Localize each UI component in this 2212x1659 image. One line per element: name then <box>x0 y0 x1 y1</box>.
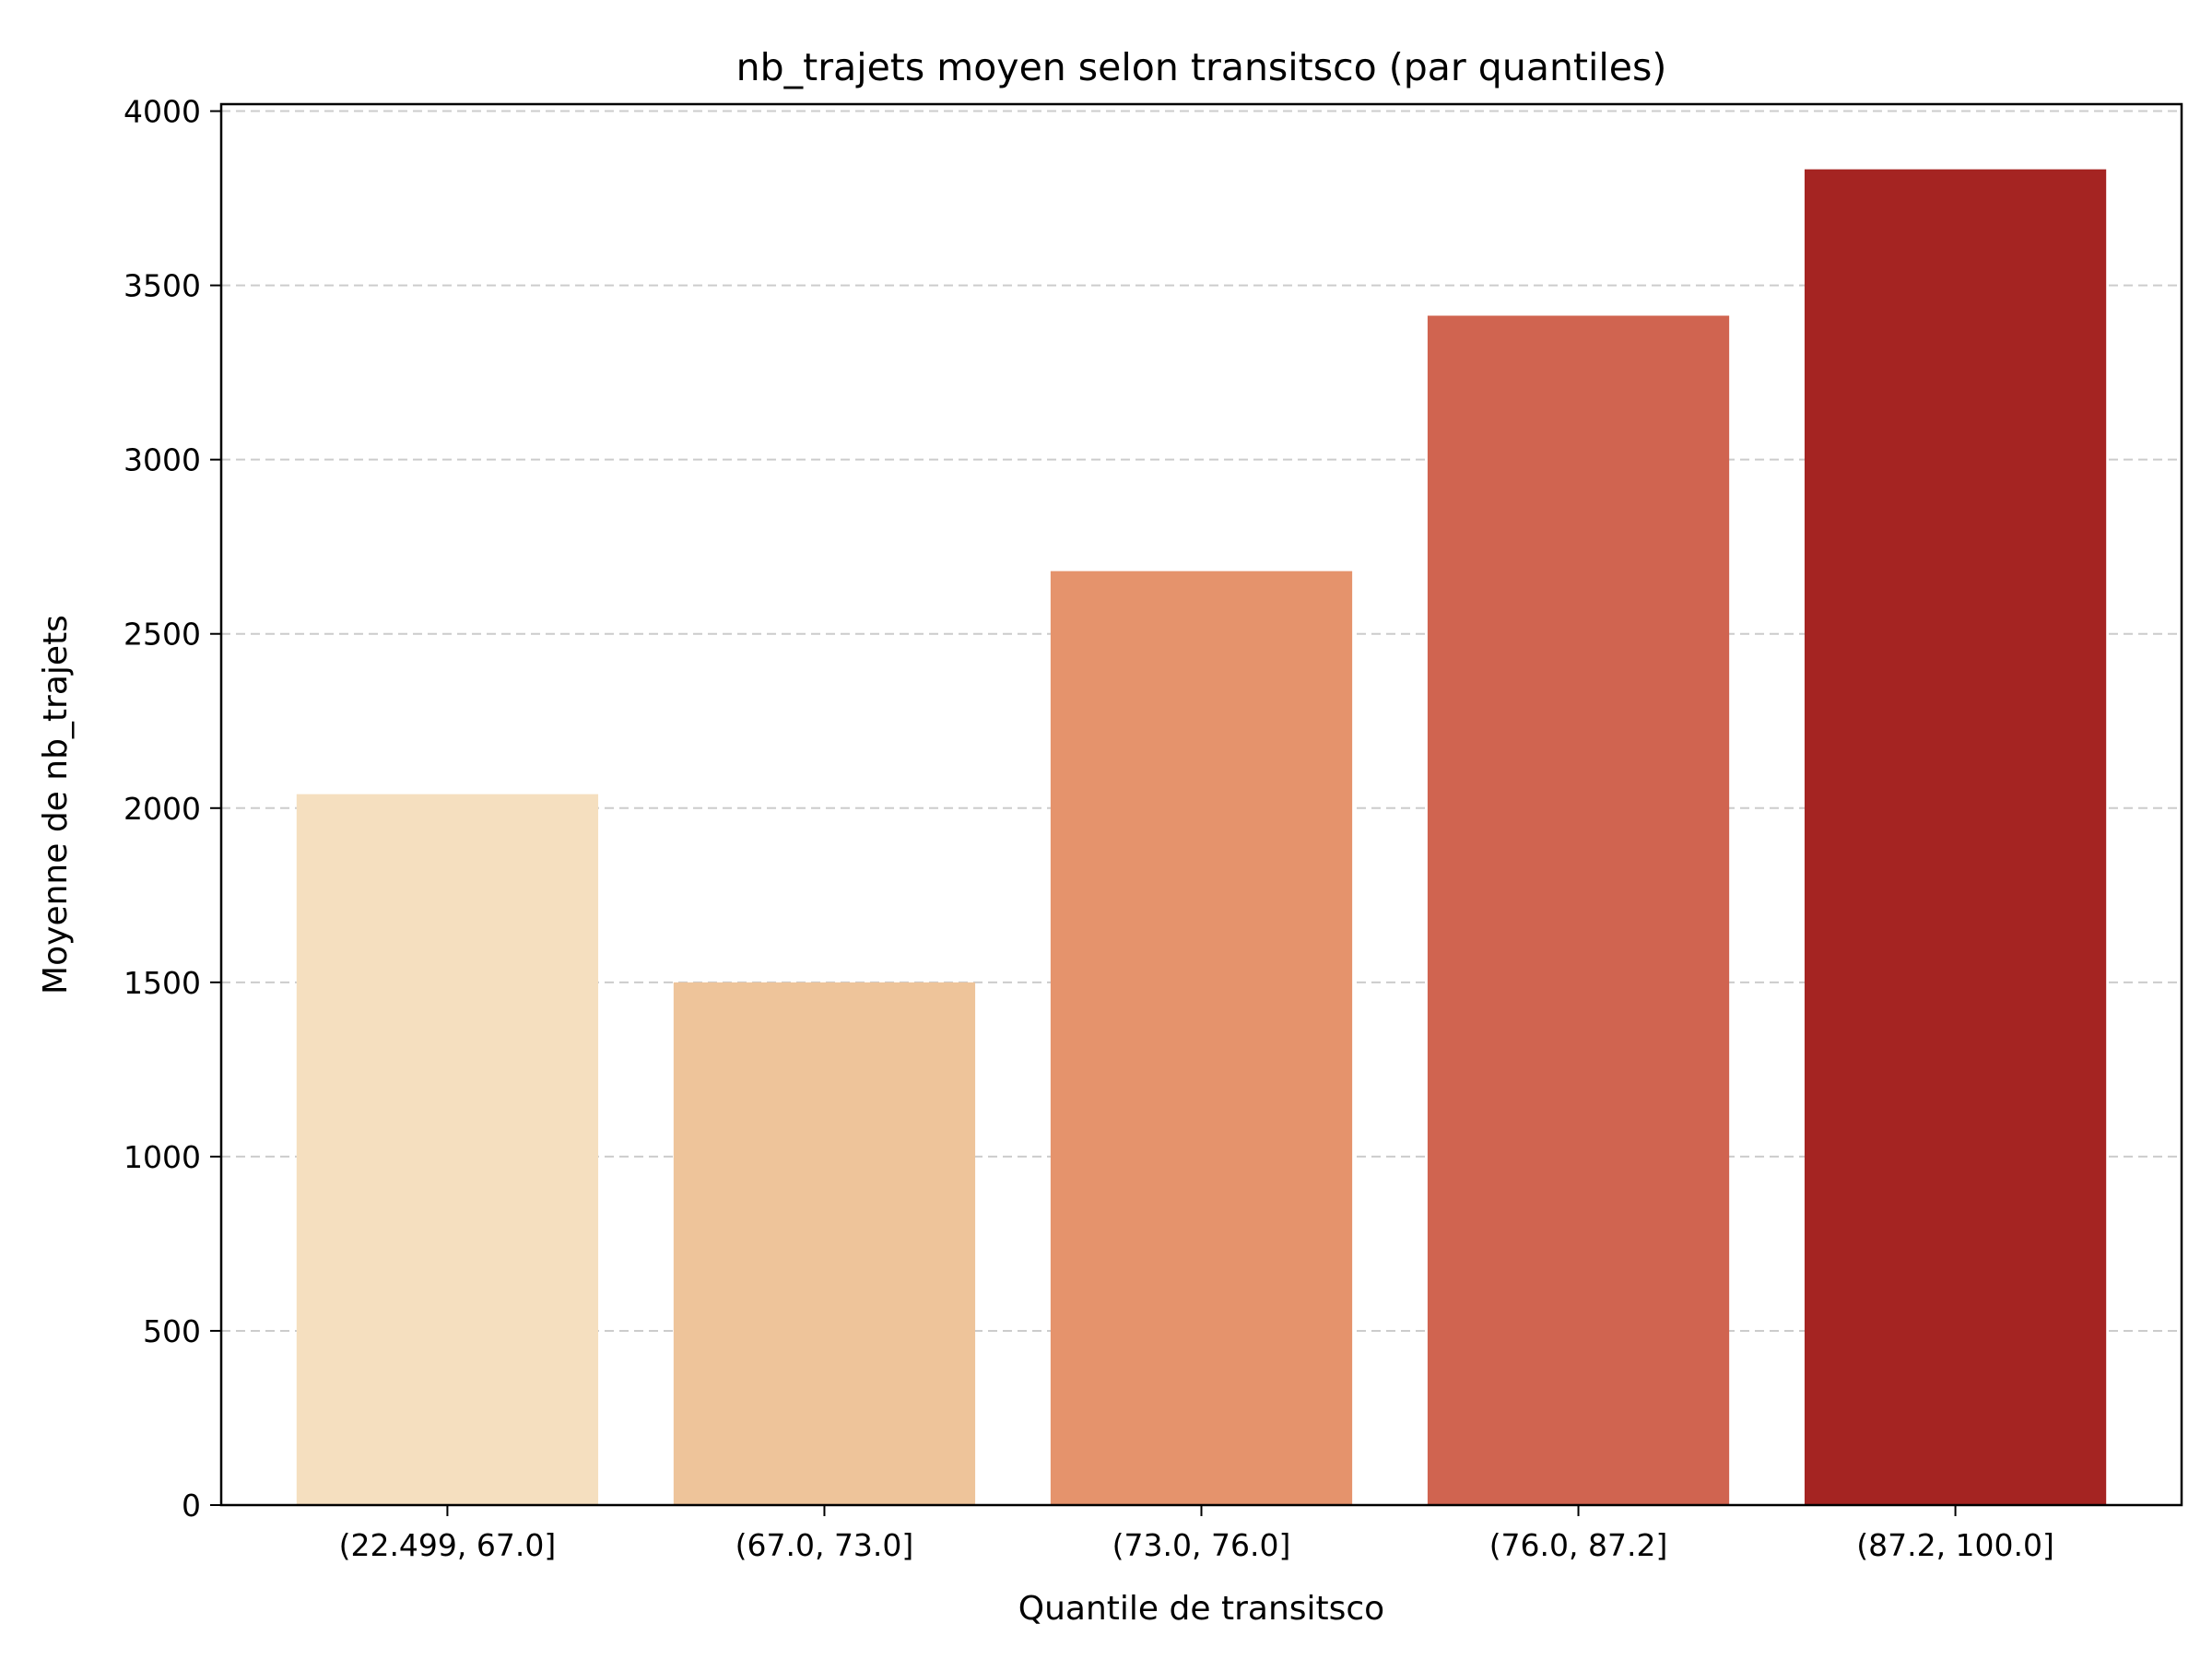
y-axis-label: Moyenne de nb_trajets <box>37 615 75 994</box>
x-tick-label: (67.0, 73.0] <box>735 1527 914 1563</box>
y-axis-ticks: 0 500 1000 1500 2000 2500 3000 3500 4000 <box>124 94 221 1524</box>
y-tick-label: 1000 <box>124 1139 201 1175</box>
x-axis-label: Quantile de transitsco <box>1018 1590 1384 1628</box>
y-tick-label: 0 <box>182 1488 201 1524</box>
x-tick-label: (87.2, 100.0] <box>1856 1527 2054 1563</box>
bars <box>296 169 2107 1506</box>
y-tick-label: 4000 <box>124 94 201 130</box>
bar <box>296 794 599 1505</box>
chart-title: nb_trajets moyen selon transitsco (par q… <box>736 45 1667 89</box>
y-tick-label: 2500 <box>124 617 201 653</box>
y-tick-label: 1500 <box>124 965 201 1001</box>
y-tick-label: 500 <box>143 1313 201 1349</box>
y-tick-label: 3000 <box>124 442 201 478</box>
x-tick-label: (73.0, 76.0] <box>1112 1527 1291 1563</box>
x-tick-label: (76.0, 87.2] <box>1489 1527 1668 1563</box>
x-axis-ticks: (22.499, 67.0] (67.0, 73.0] (73.0, 76.0] (7… <box>339 1505 2054 1563</box>
bar <box>1427 315 1730 1505</box>
x-tick-label: (22.499, 67.0] <box>339 1527 557 1563</box>
bar <box>1050 571 1353 1505</box>
bar <box>673 982 976 1505</box>
y-tick-label: 3500 <box>124 268 201 304</box>
y-tick-label: 2000 <box>124 791 201 827</box>
bar <box>1804 169 2107 1506</box>
